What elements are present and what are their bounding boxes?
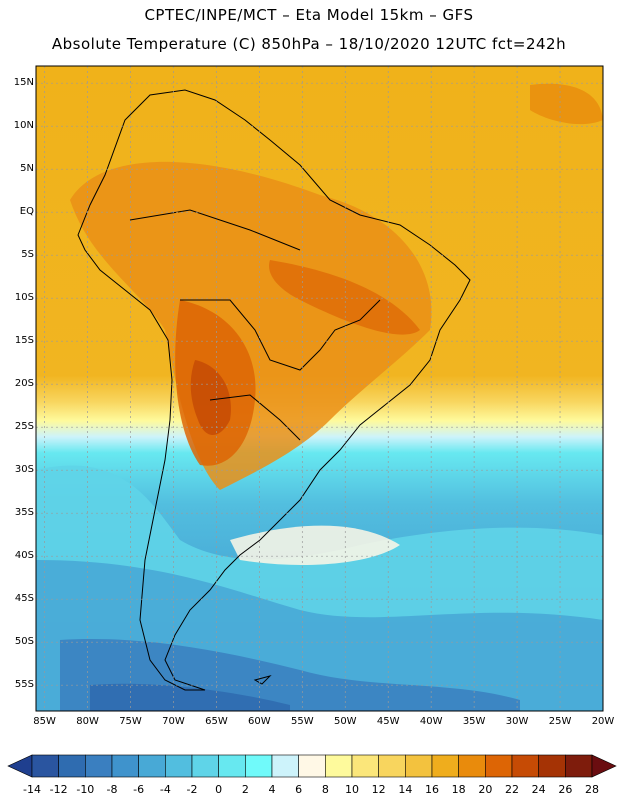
- latitude-label: 50S: [14, 636, 34, 648]
- colorbar-tick-label: 22: [505, 783, 519, 796]
- colorbar-tick-label: -2: [186, 783, 198, 796]
- colorbar-tick-label: 26: [558, 783, 573, 796]
- latitude-label: 45S: [14, 593, 34, 605]
- colorbar-swatch: [138, 754, 166, 778]
- colorbar-swatch: [565, 754, 593, 778]
- colorbar-swatch: [485, 754, 513, 778]
- map-title-line-1: CPTEC/INPE/MCT – Eta Model 15km – GFS: [144, 6, 474, 24]
- latitude-label: 15S: [14, 335, 34, 347]
- colorbar-tick-label: 28: [585, 783, 599, 796]
- colorbar-swatch: [378, 754, 406, 778]
- colorbar-swatch: [218, 754, 246, 778]
- colorbar-swatch: [7, 754, 33, 778]
- map-title-line-2: Absolute Temperature (C) 850hPa – 18/10/…: [51, 35, 567, 53]
- longitude-label: 80W: [76, 716, 99, 727]
- colorbar-swatch: [191, 754, 219, 778]
- colorbar-tick-label: -10: [76, 783, 95, 796]
- latitude-label: 5N: [20, 163, 34, 175]
- longitude-label: 70W: [162, 716, 185, 727]
- colorbar-swatch: [245, 754, 273, 778]
- longitude-label: 30W: [505, 716, 529, 727]
- longitude-label: 45W: [376, 716, 400, 727]
- longitude-label: 75W: [119, 716, 142, 727]
- map-frame: [35, 65, 604, 712]
- longitude-label: 20W: [591, 716, 615, 727]
- longitude-label: 85W: [33, 716, 56, 727]
- colorbar-tick-label: 16: [425, 783, 439, 796]
- longitude-label: 55W: [291, 716, 314, 727]
- colorbar-swatch: [271, 754, 299, 778]
- longitude-label: 25W: [548, 716, 572, 727]
- colorbar-swatch: [591, 754, 617, 778]
- colorbar-swatch: [431, 754, 459, 778]
- colorbar-swatch: [111, 754, 139, 778]
- colorbar-tick-label: 4: [268, 783, 276, 796]
- latitude-label: 40S: [14, 550, 34, 562]
- colorbar-tick-label: -12: [49, 783, 68, 796]
- colorbar-tick-label: 2: [241, 783, 249, 796]
- colorbar-tick-label: 18: [451, 783, 466, 796]
- latitude-label: EQ: [19, 206, 34, 218]
- colorbar-swatch: [405, 754, 433, 778]
- temperature-field: [36, 66, 603, 711]
- colorbar-tick-label: 10: [345, 783, 359, 796]
- colorbar-swatch: [58, 754, 86, 778]
- latitude-label: 55S: [14, 679, 34, 691]
- colorbar-tick-label: 8: [321, 783, 329, 796]
- latitude-label: 10N: [13, 120, 34, 132]
- colorbar-swatch: [458, 754, 486, 778]
- colorbar-tick-label: -4: [159, 783, 171, 796]
- colorbar-tick-label: -14: [23, 783, 41, 796]
- latitude-label: 5S: [21, 249, 34, 261]
- latitude-label: 10S: [14, 292, 34, 304]
- longitude-label: 35W: [462, 716, 486, 727]
- coastlines: [77, 89, 471, 691]
- colorbar-tick-label: 6: [295, 783, 303, 796]
- longitude-label: 60W: [248, 716, 271, 727]
- colorbar-tick-label: 24: [531, 783, 546, 796]
- latitude-label: 25S: [14, 421, 34, 433]
- colorbar-swatch: [165, 754, 193, 778]
- colorbar-swatch: [298, 754, 326, 778]
- colorbar-tick-label: 20: [478, 783, 493, 796]
- latitude-label: 20S: [14, 378, 34, 390]
- latitude-label: 15N: [13, 77, 34, 89]
- colorbar-tick-label: 14: [398, 783, 413, 796]
- longitude-label: 50W: [333, 716, 357, 727]
- colorbar-tick-label: -8: [106, 783, 118, 796]
- colorbar-swatch: [325, 754, 353, 778]
- colorbar-tick-label: -6: [133, 783, 145, 796]
- latitude-label: 30S: [14, 464, 34, 476]
- colorbar-swatch: [351, 754, 379, 778]
- colorbar-swatch: [538, 754, 566, 778]
- colorbar-swatch: [31, 754, 59, 778]
- colorbar-swatch: [511, 754, 539, 778]
- colorbar-tick-label: 12: [371, 783, 386, 796]
- latitude-label: 35S: [14, 507, 34, 519]
- colorbar: [7, 754, 617, 778]
- longitude-label: 40W: [419, 716, 443, 727]
- colorbar-tick-label: 0: [215, 783, 223, 796]
- longitude-label: 65W: [205, 716, 228, 727]
- colorbar-swatch: [85, 754, 113, 778]
